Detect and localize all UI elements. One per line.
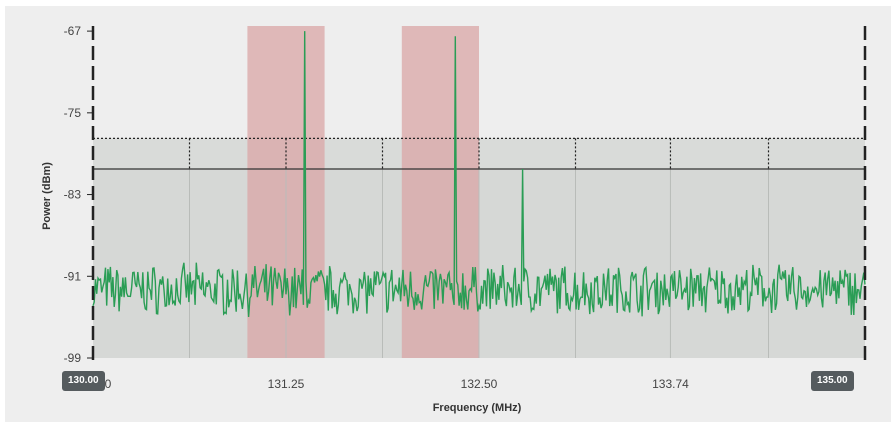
grid-lines	[93, 137, 865, 358]
y-tick-label-2: -75	[64, 106, 82, 120]
x-tick-label-2: 131.25	[268, 377, 305, 391]
x-tick-label-3: 132.50	[461, 377, 498, 391]
y-tick-label-3: -83	[64, 188, 82, 202]
spectrum-series	[92, 31, 866, 317]
spectrum-panel: -67-75-83-91-99130.00131.25132.50133.74 …	[5, 6, 891, 422]
spectrum-chart: -67-75-83-91-99130.00131.25132.50133.74 …	[41, 24, 867, 414]
y-tick-label-4: -91	[64, 269, 82, 283]
y-tick-label-1: -67	[64, 24, 82, 38]
y-tick-label-5: -99	[64, 351, 82, 365]
y-axis-label: Power (dBm)	[41, 162, 53, 230]
power-trace	[92, 31, 866, 317]
range-end-handle[interactable]: 135.00	[811, 371, 854, 391]
axes	[91, 26, 867, 366]
x-tick-label-4: 133.74	[652, 377, 689, 391]
range-start-handle[interactable]: 130.00	[62, 371, 105, 391]
x-axis-label: Frequency (MHz)	[433, 402, 522, 414]
